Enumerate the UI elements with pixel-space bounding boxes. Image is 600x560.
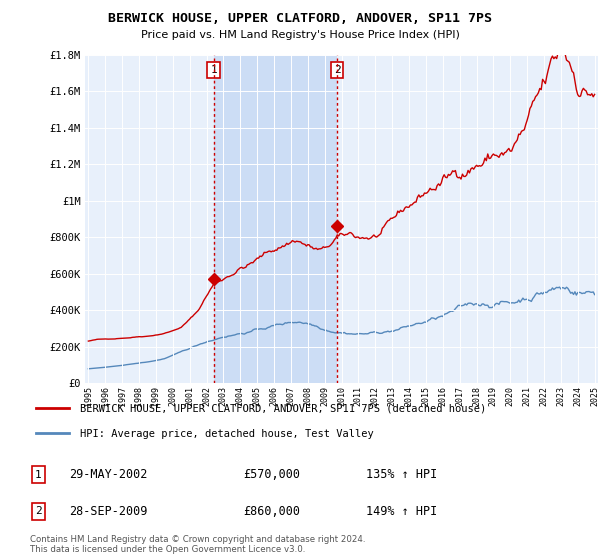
Text: 1: 1 [35,469,42,479]
Bar [214,55,337,383]
Text: 1: 1 [210,65,217,75]
Text: 149% ↑ HPI: 149% ↑ HPI [366,505,437,518]
Text: 2: 2 [35,506,42,516]
Text: BERWICK HOUSE, UPPER CLATFORD, ANDOVER, SP11 7PS: BERWICK HOUSE, UPPER CLATFORD, ANDOVER, … [108,12,492,25]
Text: 135% ↑ HPI: 135% ↑ HPI [366,468,437,481]
Text: Price paid vs. HM Land Registry's House Price Index (HPI): Price paid vs. HM Land Registry's House … [140,30,460,40]
Text: HPI: Average price, detached house, Test Valley: HPI: Average price, detached house, Test… [80,429,374,438]
Text: £860,000: £860,000 [243,505,300,518]
Text: 29-MAY-2002: 29-MAY-2002 [69,468,148,481]
Text: 28-SEP-2009: 28-SEP-2009 [69,505,148,518]
Text: Contains HM Land Registry data © Crown copyright and database right 2024.
This d: Contains HM Land Registry data © Crown c… [30,535,365,554]
Text: 2: 2 [334,65,341,75]
Text: BERWICK HOUSE, UPPER CLATFORD, ANDOVER, SP11 7PS (detached house): BERWICK HOUSE, UPPER CLATFORD, ANDOVER, … [80,403,487,413]
Text: £570,000: £570,000 [243,468,300,481]
